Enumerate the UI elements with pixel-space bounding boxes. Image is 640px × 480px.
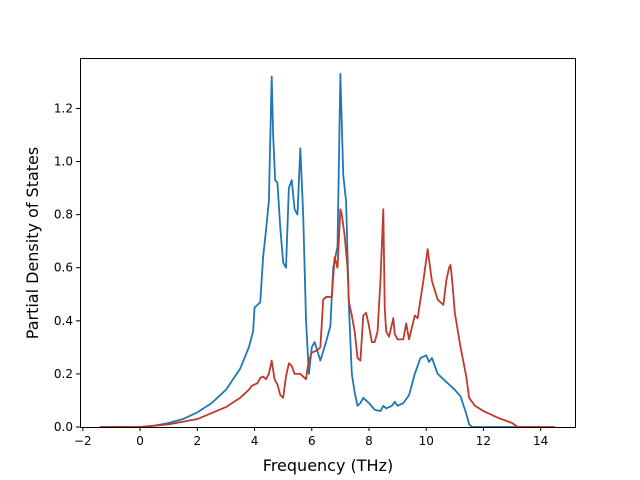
x-tick-label: −2	[74, 434, 92, 448]
x-tick-label: 4	[251, 434, 259, 448]
plot-lines	[100, 73, 555, 428]
x-tick-label: 10	[419, 434, 434, 448]
x-tick-label: 12	[476, 434, 491, 448]
y-tick-label: 0.8	[54, 208, 73, 222]
x-tick-label: 8	[365, 434, 373, 448]
x-axis-label: Frequency (THz)	[263, 456, 393, 475]
y-axis-ticks: 0.0 0.2 0.4 0.6 0.8 1.0 1.2	[54, 101, 80, 434]
x-tick-label: 2	[193, 434, 201, 448]
series-line-2	[100, 208, 555, 428]
y-tick-label: 1.0	[54, 155, 73, 169]
y-tick-label: 0.0	[54, 420, 73, 434]
y-axis-label: Partial Density of States	[23, 147, 42, 339]
series-line-1	[100, 73, 541, 428]
y-tick-label: 0.6	[54, 261, 73, 275]
x-tick-label: 6	[308, 434, 316, 448]
x-tick-label: 0	[136, 434, 144, 448]
y-tick-label: 0.2	[54, 367, 73, 381]
x-axis-ticks: −2 0 2 4 6 8 10 12 14	[74, 427, 548, 448]
x-tick-label: 14	[533, 434, 548, 448]
y-tick-label: 0.4	[54, 314, 73, 328]
plot-frame	[80, 58, 576, 428]
y-tick-label: 1.2	[54, 101, 73, 115]
